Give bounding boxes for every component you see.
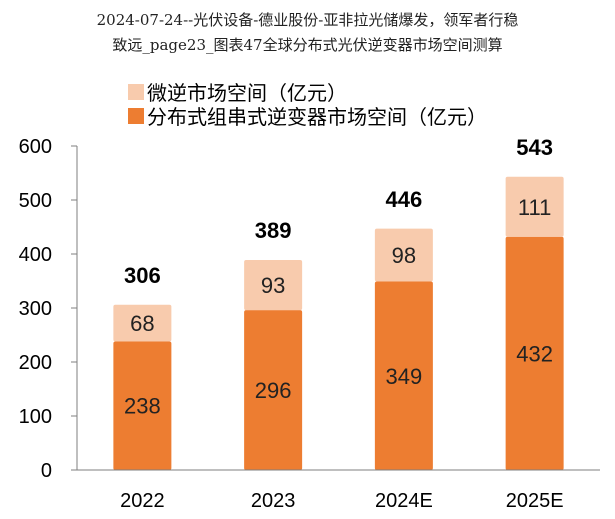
legend-label-1: 微逆市场空间（亿元） xyxy=(147,82,347,105)
bar-segment-micro-inverter xyxy=(113,304,172,342)
x-tick-label: 2025E xyxy=(506,490,564,512)
total-label: 446 xyxy=(386,187,423,212)
chart-title-line-1: 2024-07-24--光伏设备-德业股份-亚非拉光储爆发，领军者行稳 xyxy=(96,11,519,29)
y-tick-label: 400 xyxy=(19,244,52,266)
data-label: 296 xyxy=(255,378,292,403)
legend-label-2: 分布式组串式逆变器市场空间（亿元） xyxy=(147,106,487,129)
y-tick-label: 200 xyxy=(19,352,52,374)
chart-title-line-2: 致远_page23_图表47全球分布式光伏逆变器市场空间测算 xyxy=(112,36,503,54)
legend-swatch-1 xyxy=(128,84,144,100)
bar-segment-string-inverter xyxy=(505,236,564,470)
bar-segment-micro-inverter xyxy=(505,176,564,237)
data-label: 238 xyxy=(124,394,161,419)
data-label: 432 xyxy=(516,341,553,366)
data-label: 68 xyxy=(130,311,154,336)
data-label: 111 xyxy=(518,195,551,220)
total-label: 306 xyxy=(124,263,161,288)
bar-segment-string-inverter xyxy=(244,310,303,470)
y-tick-label: 600 xyxy=(19,136,52,158)
total-label: 389 xyxy=(255,218,292,243)
data-label: 98 xyxy=(392,243,416,268)
bar-segment-string-inverter xyxy=(374,281,433,470)
x-tick-label: 2023 xyxy=(251,490,296,512)
total-label: 543 xyxy=(516,135,553,160)
y-tick-label: 100 xyxy=(19,406,52,428)
y-tick-label: 0 xyxy=(41,460,52,482)
x-tick-label: 2024E xyxy=(375,490,433,512)
data-label: 349 xyxy=(386,364,423,389)
bar-segment-string-inverter xyxy=(113,341,172,470)
y-tick-label: 300 xyxy=(19,298,52,320)
bar-segment-micro-inverter xyxy=(244,259,303,311)
chart-title: 2024-07-24--光伏设备-德业股份-亚非拉光储爆发，领军者行稳 致远_p… xyxy=(0,8,615,58)
legend-swatch-2 xyxy=(128,108,144,124)
data-label: 93 xyxy=(261,273,285,298)
y-tick-label: 500 xyxy=(19,190,52,212)
x-tick-label: 2022 xyxy=(120,490,165,512)
bar-segment-micro-inverter xyxy=(374,228,433,282)
